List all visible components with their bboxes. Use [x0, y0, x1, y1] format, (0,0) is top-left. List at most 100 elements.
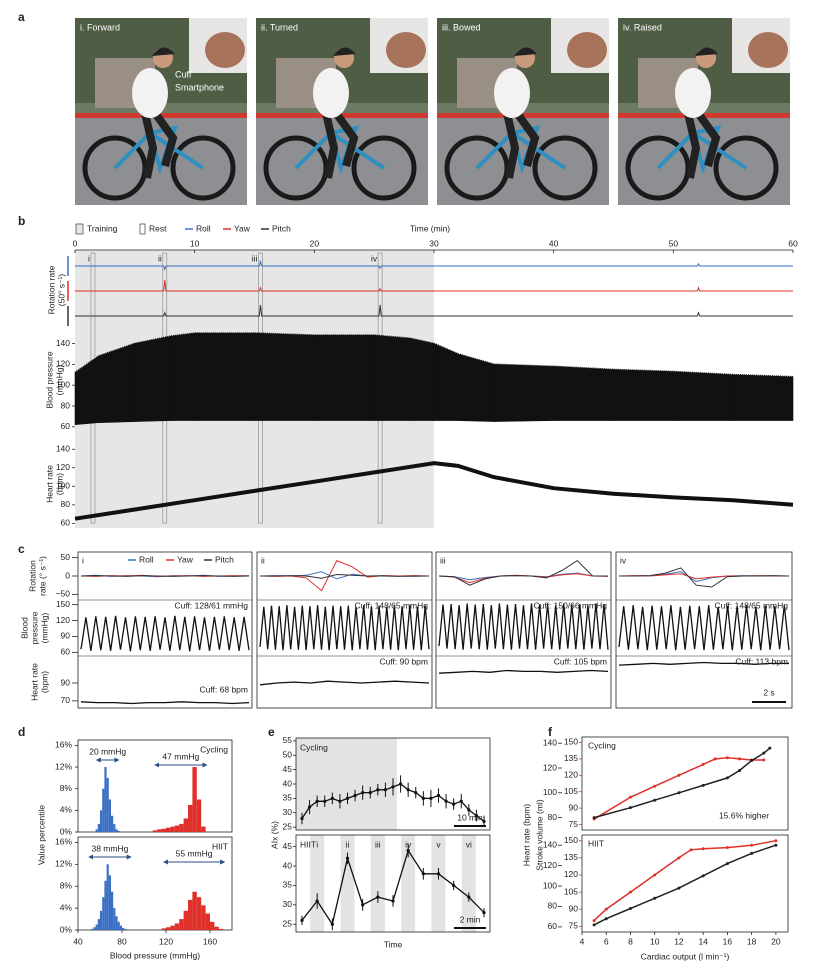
hist-bar [161, 928, 166, 930]
x-tick-label: 40 [73, 936, 83, 946]
rider-legs [141, 110, 178, 179]
y-tick-label: 120 [564, 770, 578, 780]
bp-band [433, 343, 459, 421]
sv-point [677, 773, 681, 777]
aix-point [467, 895, 471, 899]
y-tick-label: 140 [543, 839, 557, 849]
hist-bar [108, 875, 111, 930]
y-axis-title: Heart rate [44, 465, 54, 503]
y-tick-label: 60 [61, 518, 71, 528]
hist-bar [95, 829, 98, 832]
hr-point [604, 917, 608, 921]
x-tick-label: 50 [669, 238, 679, 248]
wheel [170, 135, 236, 201]
sv-point [738, 757, 742, 761]
hist-bar [117, 830, 120, 832]
y-tick-label: 60 [61, 647, 71, 657]
hr-point [653, 798, 657, 802]
hr-line [74, 461, 794, 521]
legend-label: Rest [149, 223, 167, 233]
aix-point [429, 796, 433, 800]
aix-point [345, 796, 350, 800]
x-tick-label: 80 [117, 936, 127, 946]
hr-point [768, 746, 772, 750]
subpanel-title: HIIT [588, 838, 604, 848]
phase-label: vi [466, 839, 472, 849]
y-tick-label: 55 [283, 735, 293, 745]
wheel [713, 135, 779, 201]
photo-caption: i. Forward [80, 22, 120, 32]
hr-point [774, 843, 778, 847]
subpanel-label: ii [261, 555, 265, 565]
aix-point [452, 802, 456, 806]
sv-line [593, 839, 777, 922]
aix-point [467, 808, 471, 812]
bp-band [457, 353, 495, 422]
photo [437, 18, 609, 205]
subpanel-title: Cycling [200, 744, 228, 754]
panel-label: c [18, 542, 25, 556]
bp-band [373, 334, 411, 421]
subpanel-label: i [82, 555, 84, 565]
hist-bar [210, 921, 215, 930]
y-tick-label: 4% [60, 902, 73, 912]
sv-point [592, 919, 596, 923]
hr-point [725, 862, 729, 866]
aix-point [398, 782, 403, 786]
hist-bar [157, 829, 162, 832]
y-tick-label: 80 [61, 400, 71, 410]
phase-shade [340, 835, 355, 932]
axis-title: Blood pressure (mmHg) [110, 950, 200, 960]
helmet [152, 47, 175, 56]
hr-line [80, 701, 250, 705]
hr-point [677, 791, 681, 795]
aix-point [383, 788, 388, 792]
y-tick-label: 0% [60, 826, 73, 836]
y-tick-label: 50 [283, 750, 293, 760]
hist-bar [166, 827, 171, 832]
aix-point [323, 799, 327, 803]
aix-point [444, 799, 448, 803]
sv-point [725, 846, 729, 850]
phase-label: v [436, 839, 441, 849]
y-tick-label: 150 [564, 737, 578, 747]
y-tick-label: 105 [564, 886, 578, 896]
hr-point [628, 806, 632, 810]
hr-point [592, 816, 596, 820]
y-tick-label: 35 [283, 880, 293, 890]
y-tick-label: 45 [283, 764, 293, 774]
subpanel-title: Cycling [588, 740, 616, 750]
hr-point [738, 768, 742, 772]
hist-bar [115, 829, 118, 832]
aix-point [330, 796, 334, 800]
y-axis-title: (mmHg) [39, 612, 49, 643]
sv-point [628, 795, 632, 799]
hist-bar [205, 913, 210, 930]
inset-skin [748, 32, 788, 68]
y-tick-label: 80 [548, 901, 558, 911]
rider-shirt [494, 68, 530, 118]
y-tick-label: 60 [61, 421, 71, 431]
sv-point [750, 843, 754, 847]
aix-point [452, 883, 456, 888]
rotation-trace [260, 573, 429, 579]
hist-bar [111, 891, 114, 930]
legend-label: Yaw [177, 554, 194, 564]
panel-label: f [548, 725, 553, 739]
y-tick-label: 80 [548, 812, 558, 822]
aix-point [391, 785, 395, 789]
helmet [514, 47, 537, 56]
y-tick-label: 40 [283, 778, 293, 788]
aix-point [300, 918, 304, 922]
hist-bar [170, 826, 175, 832]
panel-label: a [18, 10, 25, 24]
hist-bar [93, 927, 96, 930]
rotation-trace [80, 575, 250, 577]
panel-label: d [18, 725, 25, 739]
hist-bar [113, 908, 116, 930]
hist-bar [122, 927, 125, 930]
bp-band [493, 364, 554, 422]
plot-frame [615, 551, 793, 709]
y-axis-title: Rotation [27, 560, 37, 592]
